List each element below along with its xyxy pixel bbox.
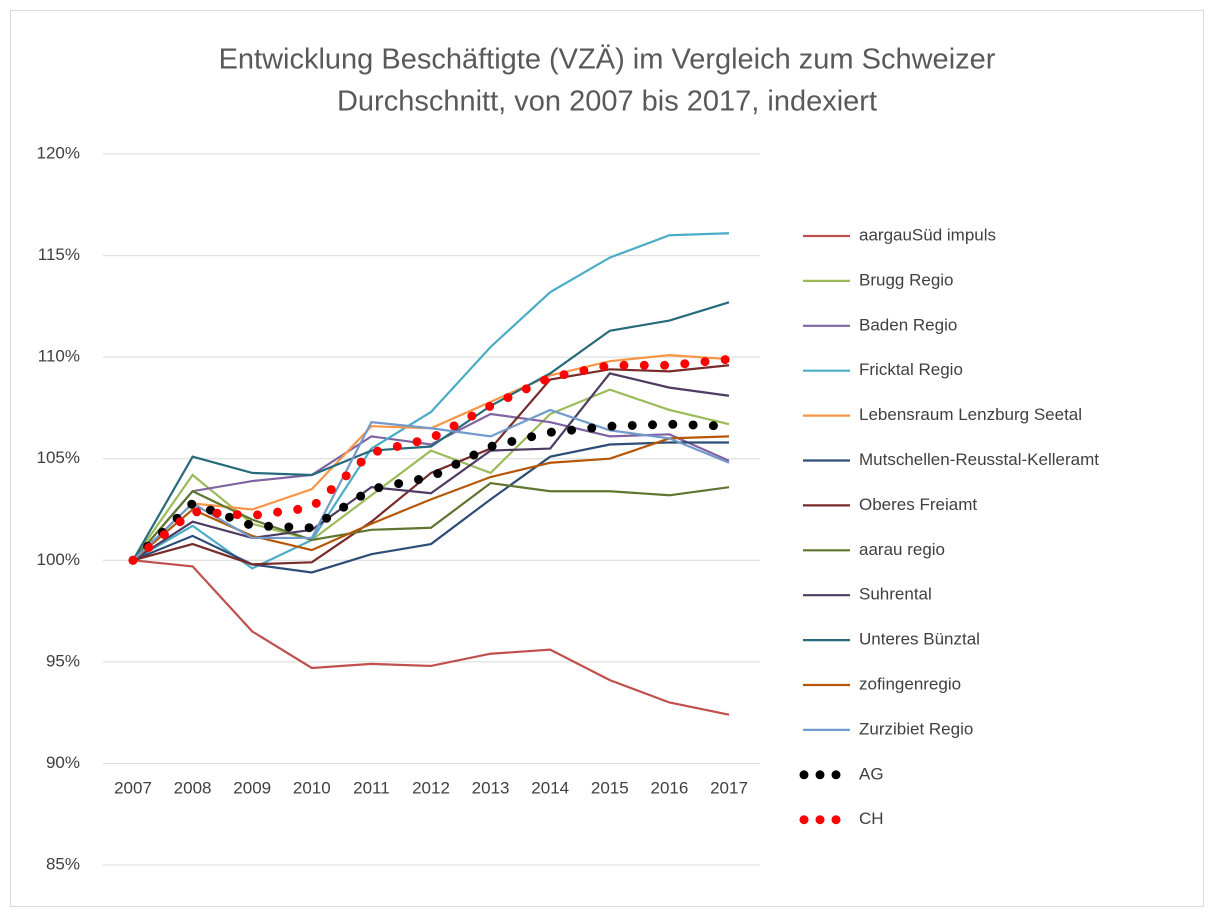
x-tick-label: 2008	[174, 778, 212, 797]
legend-label: Lebensraum Lenzburg Seetal	[859, 405, 1082, 424]
series-line	[132, 441, 729, 574]
chart-title: Durchschnitt, von 2007 bis 2017, indexie…	[337, 86, 877, 118]
series-line	[132, 364, 730, 566]
y-tick-label: 95%	[46, 651, 80, 670]
legend-label: Suhrental	[859, 585, 932, 604]
x-tick-label: 2013	[472, 778, 510, 797]
series-line	[132, 559, 730, 716]
x-tick-label: 2011	[353, 778, 390, 797]
x-tick-label: 2014	[531, 778, 569, 797]
y-tick-label: 85%	[46, 854, 80, 873]
series-line	[132, 408, 730, 562]
legend-label: Brugg Regio	[859, 270, 954, 289]
x-tick-label: 2016	[650, 778, 688, 797]
y-tick-label: 90%	[46, 753, 80, 772]
legend-label: aarau regio	[859, 540, 945, 559]
y-tick-label: 110%	[38, 347, 80, 366]
series-line	[128, 419, 734, 565]
y-tick-label: 105%	[37, 448, 80, 467]
legend-label: Baden Regio	[859, 315, 957, 334]
x-tick-label: 2007	[114, 778, 152, 797]
series-line	[132, 372, 730, 562]
legend-label: zofingenregio	[859, 674, 961, 693]
legend-label: AG	[859, 764, 884, 783]
series-line	[132, 301, 730, 561]
legend-label: aargauSüd impuls	[859, 225, 996, 244]
legend-label: Fricktal Regio	[859, 360, 963, 379]
x-tick-label: 2009	[233, 778, 271, 797]
legend-label: Unteres Bünztal	[859, 630, 980, 649]
series-line	[132, 412, 730, 562]
x-tick-label: 2010	[293, 778, 331, 797]
legend-label: Mutschellen-Reusstal-Kelleramt	[859, 450, 1099, 469]
legend-label: Zurzibiet Regio	[859, 719, 973, 738]
x-tick-label: 2012	[412, 778, 450, 797]
y-tick-label: 100%	[37, 550, 80, 569]
chart-title: Entwicklung Beschäftigte (VZÄ) im Vergle…	[219, 44, 996, 76]
legend-label: Oberes Freiamt	[859, 495, 977, 514]
x-tick-label: 2017	[710, 778, 748, 797]
y-tick-label: 115%	[38, 245, 80, 264]
series-line	[132, 481, 730, 562]
y-tick-label: 120%	[37, 143, 80, 162]
x-tick-label: 2015	[591, 778, 629, 797]
legend-label: CH	[859, 809, 884, 828]
